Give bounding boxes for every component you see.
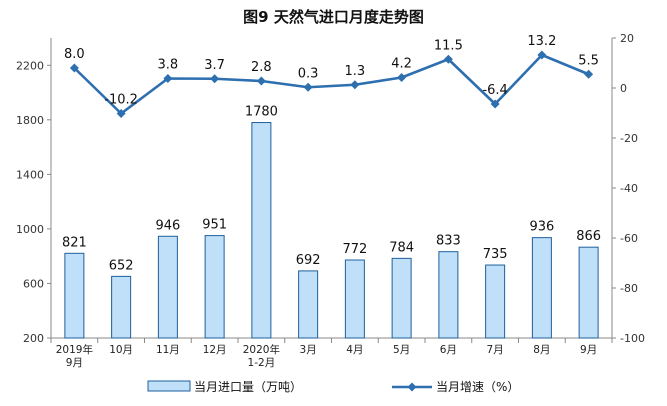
growth-value-label: 0.3 [298,66,319,81]
bar-value-label: 772 [342,242,367,257]
legend-line-marker [407,382,417,392]
growth-point [163,74,173,83]
x-tick-label: 11月 [156,344,180,356]
bar [531,237,552,339]
y-right-tick-label: -100 [620,332,645,345]
bar [64,252,85,339]
growth-point [350,80,360,90]
bar-value-label: 936 [529,220,554,235]
growth-value-label: 11.5 [434,38,463,53]
x-tick-label: 2019年 [56,343,93,356]
bar [578,246,599,339]
growth-value-label: 3.7 [204,58,225,73]
growth-point [210,74,220,84]
growth-value-label: 5.5 [578,53,599,68]
growth-value-label: -10.2 [104,93,138,108]
y-right-tick-label: 20 [620,32,634,45]
growth-point [490,99,500,109]
x-tick-label: 3月 [300,344,317,356]
bar [438,251,459,339]
bar-value-label: 946 [155,218,180,233]
x-tick-label: 2020年 [243,343,280,356]
bar [251,122,272,339]
bar-value-label: 833 [436,234,461,249]
growth-value-label: 8.0 [64,47,85,62]
growth-value-label: -6.4 [482,83,507,98]
x-tick-label: 9月 [580,344,597,356]
x-tick-label: 8月 [533,344,550,356]
legend-bar-label: 当月进口量（万吨） [194,380,302,394]
y-right-tick-label: -20 [620,132,638,145]
growth-point [584,69,594,79]
x-tick-label: 9月 [66,357,83,369]
bar [204,235,225,339]
bar-value-label: 735 [483,247,508,262]
x-tick-label: 12月 [203,344,227,356]
y-left-tick-label: 1400 [16,168,44,181]
bar [111,275,132,339]
y-left-tick-label: 600 [23,277,44,290]
bar-value-label: 951 [202,218,227,233]
bar [485,264,506,339]
growth-point [537,50,547,60]
bar [344,259,365,339]
y-left-tick-label: 2200 [16,59,44,72]
x-tick-label: 10月 [109,344,133,356]
growth-value-label: 2.8 [251,60,272,75]
growth-point [69,63,79,73]
x-tick-label: 6月 [440,344,457,356]
bar [298,270,319,339]
bar-value-label: 652 [109,258,134,273]
growth-value-label: 3.8 [158,58,179,73]
legend-line-label: 当月增速（%） [436,380,519,394]
y-left-tick-label: 1000 [16,223,44,236]
growth-line [73,53,590,115]
y-right-tick-label: -60 [620,232,638,245]
chart-title: 图9 天然气进口月度走势图 [243,8,424,26]
x-tick-label: 1-2月 [248,357,276,369]
y-left-tick-label: 1800 [16,114,44,127]
legend-bar-swatch [147,380,191,392]
x-tick-label: 7月 [487,344,504,356]
x-tick-label: 5月 [393,344,410,356]
bar-value-label: 692 [296,253,321,268]
growth-point [116,109,126,118]
bar [391,257,412,339]
bar-value-label: 821 [62,235,87,250]
growth-value-label: 4.2 [391,57,412,72]
y-right-tick-label: -80 [620,282,638,295]
growth-point [256,76,266,86]
bar [157,235,178,339]
growth-point [397,73,407,82]
y-right-tick-label: -40 [620,182,638,195]
growth-point [443,54,453,64]
growth-value-label: 13.2 [527,34,556,49]
x-tick-label: 4月 [346,344,363,356]
bar-value-label: 784 [389,240,414,255]
y-right-tick-label: 0 [620,82,627,95]
growth-value-label: 1.3 [345,64,366,79]
y-left-tick-label: 200 [23,332,44,345]
bar-value-label: 866 [576,229,601,244]
growth-point [303,82,313,92]
bar-value-label: 1780 [245,105,278,120]
